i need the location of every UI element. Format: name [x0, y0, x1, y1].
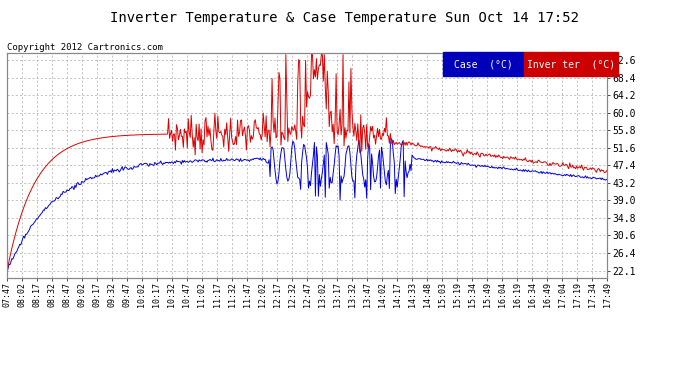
Text: Inverter Temperature & Case Temperature Sun Oct 14 17:52: Inverter Temperature & Case Temperature …: [110, 11, 580, 25]
Text: Case  (°C): Case (°C): [454, 59, 513, 69]
Text: Copyright 2012 Cartronics.com: Copyright 2012 Cartronics.com: [7, 43, 163, 52]
Text: Inver ter  (°C): Inver ter (°C): [527, 59, 615, 69]
